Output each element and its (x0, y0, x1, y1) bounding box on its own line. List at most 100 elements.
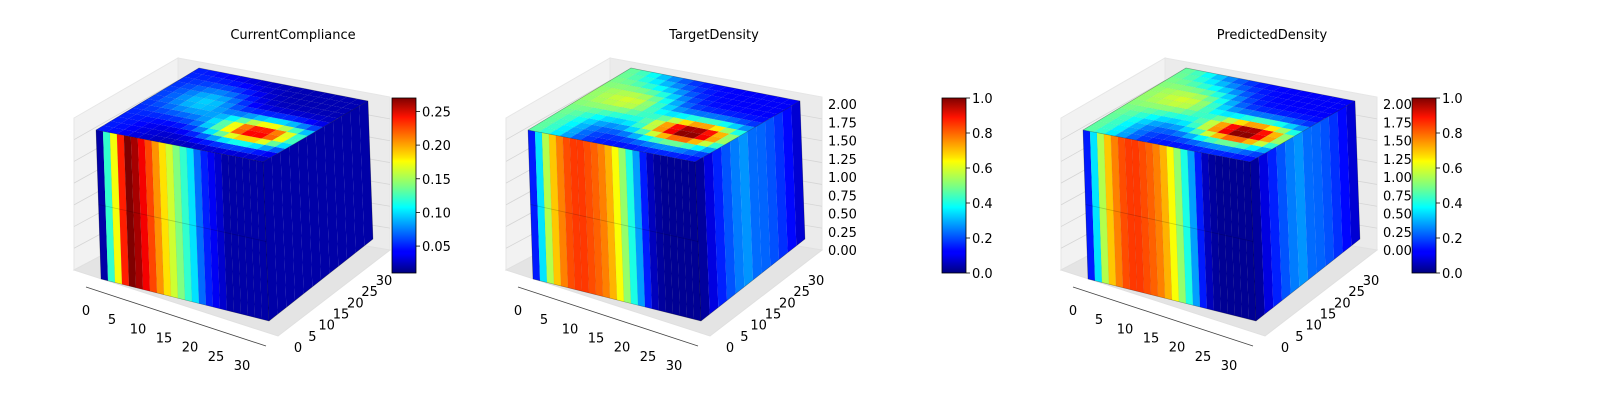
right-face-strip (1337, 106, 1352, 253)
y-tick-label: 10 (318, 319, 335, 334)
x-tick-label: 20 (1169, 341, 1186, 356)
z-tick-label: 2.00 (1383, 98, 1412, 113)
z-tick-label: 0.00 (1383, 244, 1412, 259)
front-face-strip (687, 160, 702, 322)
colorbar-tick-label: 0.2 (972, 232, 993, 247)
y-tick-label: 0 (1281, 341, 1289, 356)
top-face-cell (349, 98, 369, 106)
panel-title: PredictedDensity (1217, 28, 1328, 43)
cube-edge (694, 100, 801, 163)
colorbar-tick-label: 0.0 (1442, 267, 1463, 282)
z-tick-label: 0.50 (1383, 208, 1412, 223)
x-axis-line (85, 286, 267, 347)
grid-line (1060, 80, 1166, 141)
x-axis-line (1072, 286, 1254, 347)
z-tick-label: 1.75 (1383, 116, 1412, 131)
x-tick-label: 10 (130, 322, 147, 337)
cube-outline (95, 67, 374, 322)
x-tick-label: 15 (156, 332, 173, 347)
z-tick-label: 1.00 (1383, 171, 1412, 186)
colorbar-tick-label: 0.20 (422, 139, 451, 154)
right-face-strip (747, 126, 762, 281)
top-face-cell (1336, 98, 1356, 106)
y-tick-label: 5 (740, 330, 748, 345)
x-tick-label: 10 (1117, 322, 1134, 337)
colorbar-tick-label: 0.6 (972, 162, 993, 177)
right-face-strip (1328, 111, 1343, 260)
y-tick-label: 25 (1348, 285, 1365, 300)
right-face-strip (791, 101, 805, 246)
right-face-strip (298, 136, 313, 294)
right-face-strip (1250, 156, 1265, 321)
front-face-strip (255, 160, 270, 322)
panel-target-density: TargetDensity 0510152025300510152025300.… (504, 28, 993, 374)
right-face-strip (263, 156, 278, 321)
right-face-strip (1276, 141, 1291, 301)
right-face-strip (1311, 121, 1326, 274)
right-face-strip (324, 121, 339, 274)
cube-edge (262, 100, 369, 163)
y-tick-label: 20 (779, 296, 796, 311)
colorbar-tick-label: 0.4 (972, 197, 993, 212)
y-tick-label: 20 (347, 296, 364, 311)
y-tick-label: 5 (1295, 330, 1303, 345)
x-tick-label: 5 (108, 313, 116, 328)
x-tick-label: 30 (666, 359, 683, 374)
colorbar-gradient (941, 97, 967, 274)
x-tick-label: 15 (588, 332, 605, 347)
x-tick-label: 20 (182, 341, 199, 356)
top-face-cell (781, 98, 801, 106)
right-face-strip (721, 141, 736, 301)
x-tick-label: 10 (562, 322, 579, 337)
z-tick-label: 1.25 (828, 153, 857, 168)
y-tick-label: 0 (726, 341, 734, 356)
cube-outline (527, 67, 806, 322)
right-face-strip (1320, 116, 1334, 267)
y-tick-label: 15 (1320, 308, 1337, 323)
voxel-cube (527, 67, 806, 322)
right-face-strip (306, 131, 321, 287)
z-tick-label: 1.00 (828, 171, 857, 186)
x-tick-label: 30 (234, 359, 251, 374)
right-face-strip (315, 126, 330, 281)
right-face-strip (1346, 101, 1360, 246)
y-tick-label: 30 (1363, 274, 1380, 289)
voxel-cube (95, 67, 374, 322)
right-face-strip (1267, 146, 1282, 308)
right-face-strip (730, 136, 745, 294)
y-tick-label: 5 (308, 330, 316, 345)
colorbar-tick-label: 0.6 (1442, 162, 1463, 177)
x-tick-label: 0 (514, 304, 522, 319)
right-face-strip (1285, 136, 1300, 294)
z-tick-label: 0.75 (828, 189, 857, 204)
grid-line (505, 80, 611, 141)
z-tick-label: 0.25 (1383, 226, 1412, 241)
colorbar: 0.0 0.2 0.4 0.6 0.8 1.0 (1411, 92, 1463, 282)
x-axis-line (517, 286, 699, 347)
x-tick-label: 15 (1143, 332, 1160, 347)
z-tick-label: 1.75 (828, 116, 857, 131)
y-tick-label: 0 (294, 341, 302, 356)
z-tick-label: 2.00 (828, 98, 857, 113)
x-tick-label: 25 (640, 350, 657, 365)
z-tick-label: 1.50 (828, 135, 857, 150)
panel-current-compliance: CurrentCompliance 0510152025300510152025… (72, 28, 451, 374)
right-face-strip (738, 131, 753, 287)
x-tick-label: 20 (614, 341, 631, 356)
right-face-strip (350, 106, 365, 253)
right-face-strip (359, 101, 373, 246)
x-tick-label: 25 (1195, 350, 1212, 365)
right-face-strip (756, 121, 771, 274)
panel-title: TargetDensity (668, 28, 759, 43)
x-tick-label: 0 (1069, 304, 1077, 319)
right-face-strip (280, 146, 295, 308)
x-tick-label: 5 (540, 313, 548, 328)
cube-outline (1082, 67, 1361, 322)
colorbar: 0.05 0.10 0.15 0.20 0.25 (391, 97, 451, 274)
z-tick-label: 0.00 (828, 244, 857, 259)
x-tick-label: 5 (1095, 313, 1103, 328)
colorbar-gradient (391, 97, 417, 274)
right-face-strip (712, 146, 727, 308)
cube-edge (1249, 100, 1356, 163)
